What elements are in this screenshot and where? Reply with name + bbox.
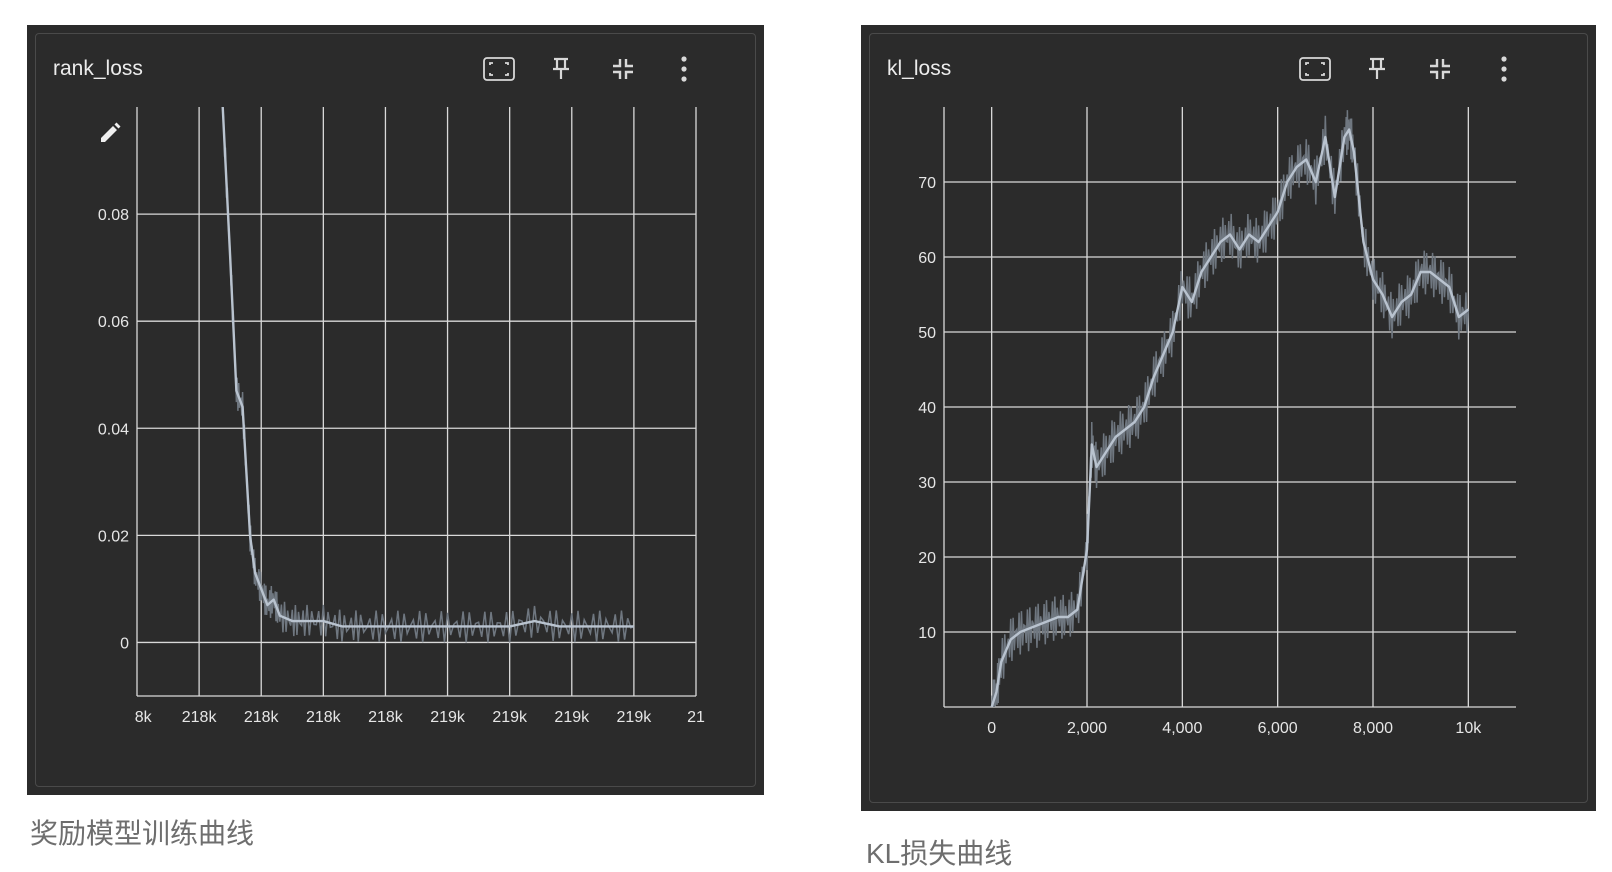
y-tick-label: 0.06 (98, 314, 129, 331)
card-title: kl_loss (887, 57, 952, 80)
rank-loss-chart: 0 0.02 0.04 0.06 0.08 8k 218k 218k 218k 218k 219k 2… (98, 107, 705, 726)
more-vert-icon[interactable] (668, 53, 700, 85)
card-title: rank_loss (53, 57, 143, 80)
x-tick-label: 4,000 (1162, 720, 1202, 737)
fit-domain-icon[interactable] (1299, 53, 1331, 85)
x-tick-label: 219k (554, 709, 590, 726)
kl-loss-card: kl_loss 10 20 30 40 50 60 70 0 2,000 4,000 6,000 8,… (861, 25, 1596, 811)
kl-loss-chart: 10 20 30 40 50 60 70 0 2,000 4,000 6,000 8,000 10k (918, 107, 1516, 737)
x-tick-label: 6,000 (1258, 720, 1298, 737)
more-vert-icon[interactable] (1488, 53, 1520, 85)
pin-icon[interactable] (1361, 53, 1393, 85)
y-tick-label: 0.02 (98, 528, 129, 545)
card-border (35, 33, 756, 787)
collapse-icon[interactable] (607, 53, 639, 85)
y-tick-label: 50 (918, 325, 936, 342)
x-tick-label: 10k (1455, 720, 1482, 737)
y-tick-label: 30 (918, 475, 936, 492)
x-tick-label: 8k (135, 709, 153, 726)
y-tick-label: 70 (918, 175, 936, 192)
pin-icon[interactable] (545, 53, 577, 85)
raw-series-line (990, 110, 1470, 707)
x-tick-label: 218k (244, 709, 280, 726)
fit-domain-icon[interactable] (483, 53, 515, 85)
y-tick-label: 0.08 (98, 207, 129, 224)
card-border (869, 33, 1588, 803)
x-tick-label: 219k (492, 709, 528, 726)
collapse-icon[interactable] (1424, 53, 1456, 85)
figure-caption: 奖励模型训练曲线 (30, 818, 255, 849)
series-line (221, 107, 634, 628)
x-tick-label: 21 (687, 709, 705, 726)
pencil-shape (101, 122, 121, 142)
x-tick-label: 2,000 (1067, 720, 1107, 737)
x-tick-label: 0 (987, 720, 996, 737)
x-tick-label: 218k (368, 709, 404, 726)
y-tick-label: 40 (918, 400, 936, 417)
y-tick-label: 0.04 (98, 421, 129, 438)
y-tick-label: 60 (918, 250, 936, 267)
x-tick-label: 218k (306, 709, 342, 726)
y-tick-label: 10 (918, 625, 936, 642)
y-tick-label: 20 (918, 550, 936, 567)
x-tick-label: 219k (617, 709, 653, 726)
series-line (990, 128, 1470, 707)
x-tick-label: 218k (182, 709, 218, 726)
figure-caption: KL损失曲线 (866, 838, 1013, 869)
rank-loss-card: rank_loss 0 0.02 0.04 0.06 0.08 8k 218k 218k 218… (27, 25, 764, 795)
x-tick-label: 219k (430, 709, 466, 726)
y-tick-label: 0 (120, 635, 129, 652)
pencil-icon (101, 122, 121, 142)
x-tick-label: 8,000 (1353, 720, 1393, 737)
